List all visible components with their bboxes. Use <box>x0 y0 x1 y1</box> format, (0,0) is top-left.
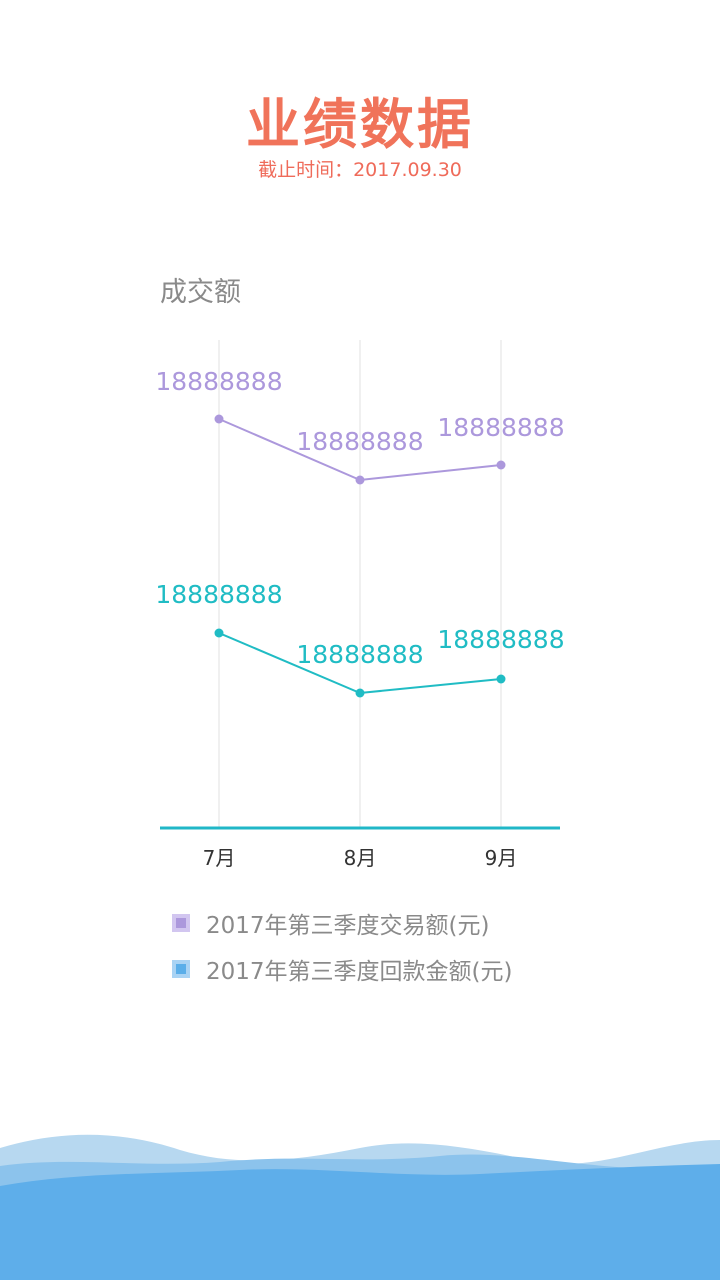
data-label-transaction-3: 18888888 <box>437 413 564 442</box>
data-point-payment-3 <box>496 674 506 684</box>
legend-item-payment: 2017年第三季度回款金额(元) <box>172 946 512 992</box>
wave-front <box>0 1164 720 1280</box>
line-chart: 7月 8月 9月 18888888 18888888 18888888 18888888 18… <box>155 340 565 870</box>
legend-label-payment: 2017年第三季度回款金额(元) <box>206 959 513 985</box>
wave-decoration <box>0 1134 720 1280</box>
data-point-payment-2 <box>355 688 365 698</box>
data-point-payment-1 <box>214 628 224 638</box>
chart-legend: 2017年第三季度交易额(元) 2017年第三季度回款金额(元) <box>172 900 512 992</box>
x-tick-label-3: 9月 <box>485 846 518 870</box>
data-label-payment-3: 18888888 <box>437 625 564 654</box>
legend-swatch-payment <box>172 960 190 978</box>
data-point-transaction-2 <box>355 475 365 485</box>
data-label-payment-2: 18888888 <box>296 640 423 669</box>
legend-label-transaction: 2017年第三季度交易额(元) <box>206 913 490 939</box>
data-label-transaction-2: 18888888 <box>296 427 423 456</box>
chart-label: 成交额 <box>160 277 241 308</box>
legend-swatch-transaction <box>172 914 190 932</box>
data-label-transaction-1: 18888888 <box>155 367 282 396</box>
data-label-payment-1: 18888888 <box>155 580 282 609</box>
data-point-transaction-3 <box>496 460 506 470</box>
page-title: 业绩数据 <box>246 93 474 156</box>
x-tick-label-2: 8月 <box>344 846 377 870</box>
cutoff-date: 截止时间：2017.09.30 <box>258 159 462 181</box>
legend-item-transaction: 2017年第三季度交易额(元) <box>172 900 512 946</box>
data-point-transaction-1 <box>214 414 224 424</box>
x-tick-label-1: 7月 <box>203 846 236 870</box>
